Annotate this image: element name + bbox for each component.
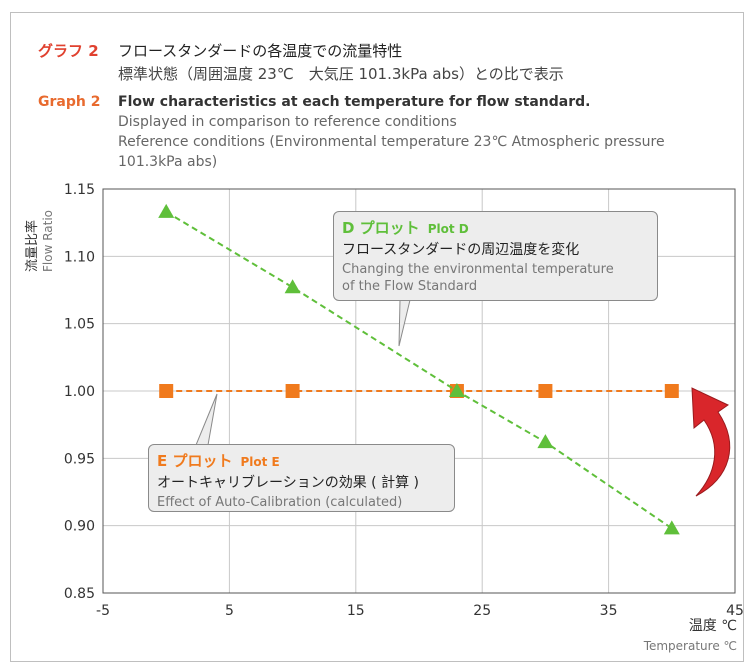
graph-subtitle-en-2: Reference conditions (Environmental temp…	[118, 134, 665, 150]
plot-e-point	[538, 384, 553, 398]
x-axis-label-en: Temperature ℃	[643, 639, 737, 653]
plot-d-point	[448, 383, 465, 397]
plot-border	[102, 188, 736, 594]
plot-d-callout-en-2: of the Flow Standard	[342, 279, 478, 294]
x-tick-label: 45	[726, 603, 744, 619]
y-tick-label: 0.95	[64, 451, 95, 467]
plot-d-callout-jp: フロースタンダードの周辺温度を変化	[342, 242, 580, 258]
plot-e-callout-jp: オートキャリブレーションの効果 ( 計算 )	[157, 475, 419, 491]
x-tick-label: 15	[347, 603, 365, 619]
y-axis-label-jp: 流量比率	[24, 220, 40, 272]
y-tick-label: 0.85	[64, 586, 95, 602]
plot-d-callout-plot: Plot D	[427, 222, 469, 236]
x-tick-label: -5	[96, 603, 110, 619]
plot-e-callout: E プロット Plot E オートキャリブレーションの効果 ( 計算 ) Effe…	[148, 444, 455, 512]
plot-e-point	[159, 384, 174, 398]
graph-title-jp: フロースタンダードの各温度での流量特性	[118, 42, 403, 60]
plot-d-point	[284, 279, 301, 294]
plot-e-callout-plot: Plot E	[240, 455, 280, 469]
plot-d-point	[158, 203, 175, 218]
y-tick-label: 1.10	[64, 249, 95, 265]
plot-d-point	[537, 434, 554, 449]
graph-title-en: Flow characteristics at each temperature…	[118, 94, 591, 110]
y-tick-label: 1.00	[64, 384, 95, 400]
x-tick-label: 5	[225, 603, 234, 619]
y-tick-label: 0.90	[64, 519, 95, 535]
y-axis-label-en: Flow Ratio	[41, 210, 55, 272]
plot-d-callout-en-1: Changing the environmental temperature	[342, 262, 614, 277]
graph-label-en: Graph 2	[38, 94, 101, 110]
plot-d-callout: D プロット Plot D フロースタンダードの周辺温度を変化 Changing …	[333, 211, 658, 301]
y-tick-label: 1.15	[64, 182, 95, 198]
x-axis-label-jp: 温度 ℃	[689, 618, 737, 634]
plot-d-callout-title: D プロット	[342, 219, 420, 237]
plot-d-point	[663, 520, 680, 535]
correction-arrow-icon	[691, 387, 731, 497]
x-tick-label: 25	[473, 603, 491, 619]
x-tick-label: 35	[600, 603, 618, 619]
graph-subtitle-jp: 標準状態（周囲温度 23℃ 大気圧 101.3kPa abs）との比で表示	[118, 65, 564, 83]
plot-e-callout-en-1: Effect of Auto-Calibration (calculated)	[157, 495, 403, 510]
graph-subtitle-en-1: Displayed in comparison to reference con…	[118, 114, 457, 130]
y-tick-label: 1.05	[64, 317, 95, 333]
plot-e-callout-title: E プロット	[157, 452, 233, 470]
plot-e-point	[664, 384, 679, 398]
plot-e-point	[285, 384, 300, 398]
graph-label-jp: グラフ 2	[38, 42, 99, 60]
graph-subtitle-en-3: 101.3kPa abs)	[118, 154, 218, 170]
